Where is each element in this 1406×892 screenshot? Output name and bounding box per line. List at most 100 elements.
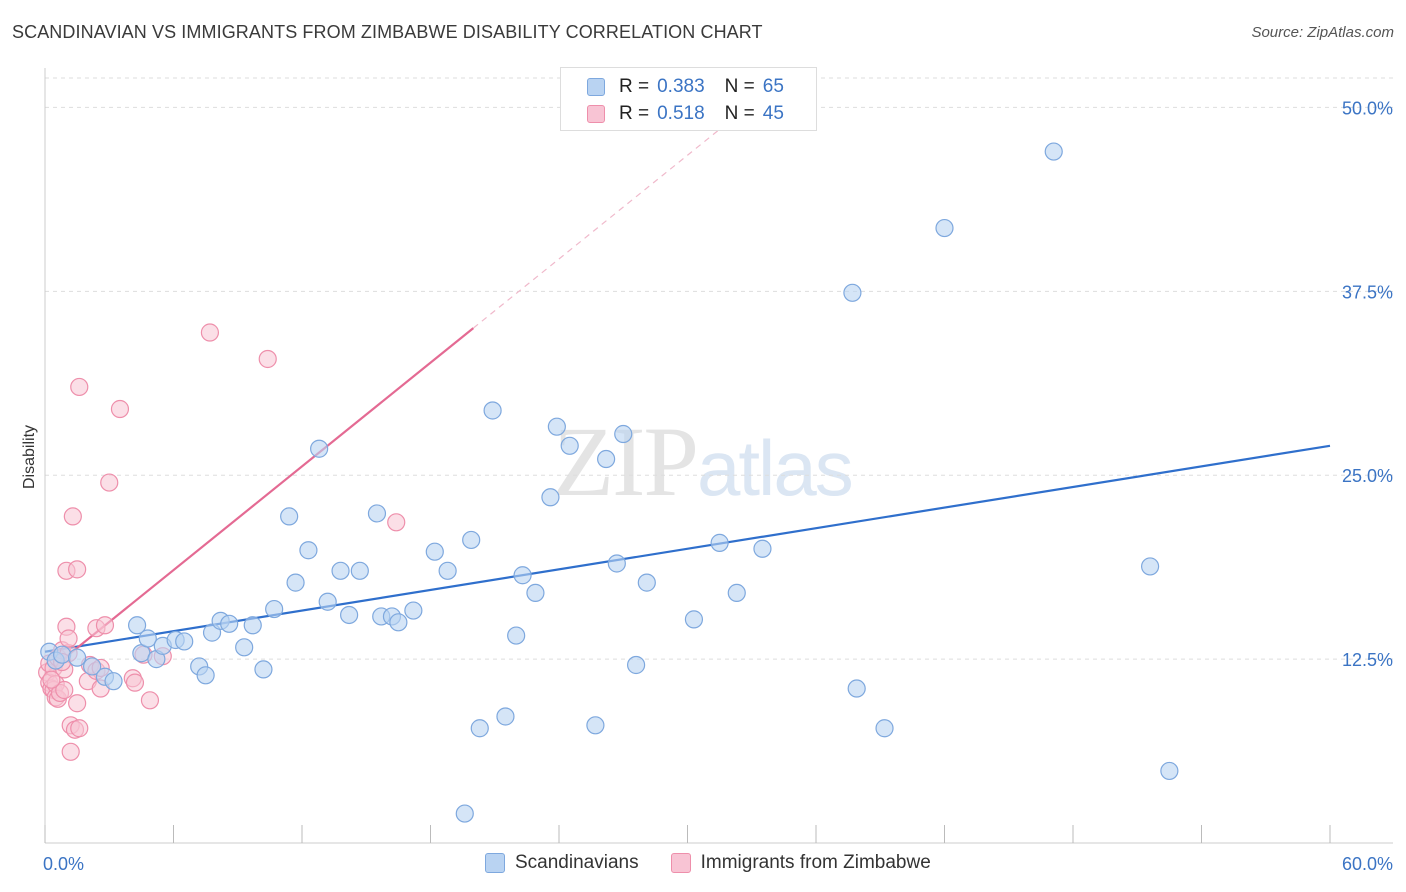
data-point-scandinavians [104, 672, 123, 691]
data-point-scandinavians [753, 539, 772, 558]
data-point-scandinavians [541, 488, 560, 507]
series-legend-label: Immigrants from Zimbabwe [700, 852, 931, 873]
trend-line-zimbabwe-extension [472, 120, 731, 329]
data-point-scandinavians [280, 507, 299, 526]
y-tick-label: 37.5% [1342, 282, 1393, 302]
data-point-scandinavians [265, 599, 284, 619]
data-point-scandinavians [607, 554, 626, 573]
data-point-scandinavians [254, 660, 273, 679]
data-point-scandinavians [586, 716, 605, 735]
data-point-scandinavians [438, 561, 457, 580]
legend-r-value: 0.518 [657, 103, 705, 124]
data-point-scandinavians [626, 655, 646, 675]
data-point-scandinavians [513, 566, 532, 585]
series-legend-label: Scandinavians [515, 852, 639, 873]
axis-labels: 12.5% 25.0% 37.5% 50.0% 0.0% 60.0% Disability [21, 98, 1393, 874]
chart-title: SCANDINAVIAN VS IMMIGRANTS FROM ZIMBABWE… [12, 22, 763, 42]
legend-n-label: N = [724, 76, 755, 97]
data-point-scandinavians [470, 719, 489, 738]
source-credit: Source: ZipAtlas.com [1251, 24, 1394, 41]
data-point-scandinavians [847, 679, 866, 698]
data-point-scandinavians [1140, 557, 1160, 576]
series-legend-item-scandinavians[interactable]: Scandinavians [485, 852, 639, 874]
watermark-zip: ZIP [553, 406, 699, 517]
series-legend-item-zimbabwe[interactable]: Immigrants from Zimbabwe [670, 852, 931, 874]
data-point-zimbabwe [95, 616, 115, 635]
data-point-zimbabwe [61, 742, 80, 761]
data-point-zimbabwe [63, 507, 82, 526]
x-tick-label-max: 60.0% [1342, 854, 1393, 874]
data-point-scandinavians [1160, 761, 1179, 781]
data-point-zimbabwe [59, 629, 78, 648]
data-point-scandinavians [875, 719, 894, 738]
data-point-scandinavians [684, 610, 704, 629]
data-point-zimbabwe [68, 694, 87, 713]
series-swatch-pink [670, 853, 691, 873]
trend-lines [44, 120, 1331, 675]
data-point-scandinavians [196, 666, 215, 685]
y-tick-label: 25.0% [1342, 466, 1393, 486]
legend-row-scandinavians: R = 0.383 N = 65 [587, 75, 784, 99]
legend-swatch-blue [587, 78, 605, 96]
legend-n-value: 45 [762, 103, 784, 124]
data-point-scandinavians [318, 592, 337, 611]
data-points [38, 142, 1179, 823]
data-point-scandinavians [507, 626, 526, 645]
data-point-zimbabwe [140, 691, 160, 710]
data-point-scandinavians [367, 504, 387, 523]
data-point-zimbabwe [100, 473, 119, 492]
data-point-scandinavians [53, 645, 72, 664]
data-point-scandinavians [389, 613, 408, 632]
data-point-scandinavians [299, 541, 318, 560]
watermark-atlas: atlas [697, 424, 854, 512]
legend-swatch-pink [587, 105, 605, 123]
legend-r-value: 0.383 [657, 76, 705, 97]
data-point-scandinavians [597, 449, 616, 469]
data-point-scandinavians [935, 218, 954, 238]
x-tick-label-min: 0.0% [43, 854, 84, 874]
legend-n-label: N = [724, 103, 755, 124]
axes [44, 68, 1393, 844]
data-point-scandinavians [483, 401, 502, 420]
data-point-scandinavians [175, 632, 194, 651]
data-point-scandinavians [614, 424, 633, 444]
data-point-zimbabwe [42, 670, 61, 689]
data-point-scandinavians [727, 583, 746, 603]
data-point-scandinavians [350, 561, 369, 580]
data-point-scandinavians [496, 707, 515, 726]
data-point-zimbabwe [70, 377, 89, 397]
data-point-scandinavians [331, 561, 350, 580]
legend-r-label: R = [619, 76, 650, 97]
data-point-scandinavians [235, 638, 254, 657]
data-point-scandinavians [526, 583, 545, 603]
y-tick-label: 12.5% [1342, 650, 1393, 670]
legend-r-label: R = [619, 103, 650, 124]
data-point-scandinavians [127, 616, 147, 635]
y-axis-label: Disability [21, 425, 38, 489]
data-point-scandinavians [462, 530, 481, 550]
data-point-scandinavians [243, 616, 262, 635]
correlation-legend: R = 0.383 N = 65 R = 0.518 N = 45 [560, 67, 817, 131]
data-point-scandinavians [1044, 142, 1063, 161]
legend-n-value: 65 [762, 76, 784, 97]
series-swatch-blue [485, 853, 505, 873]
data-point-scandinavians [404, 601, 423, 620]
data-point-scandinavians [68, 648, 87, 667]
data-point-scandinavians [340, 605, 359, 625]
data-point-scandinavians [710, 533, 729, 552]
data-point-zimbabwe [70, 719, 89, 738]
series-legend: Scandinavians Immigrants from Zimbabwe [485, 852, 963, 874]
y-tick-label: 50.0% [1342, 98, 1393, 118]
data-point-scandinavians [310, 439, 329, 458]
data-point-scandinavians [843, 283, 862, 302]
data-point-scandinavians [425, 542, 444, 561]
data-point-scandinavians [286, 573, 305, 592]
trend-line-zimbabwe [44, 327, 475, 675]
data-point-scandinavians [560, 436, 579, 455]
data-point-zimbabwe [55, 680, 74, 700]
data-point-zimbabwe [200, 323, 220, 342]
data-point-zimbabwe [387, 513, 406, 532]
data-point-scandinavians [138, 629, 157, 648]
data-point-zimbabwe [125, 673, 145, 692]
